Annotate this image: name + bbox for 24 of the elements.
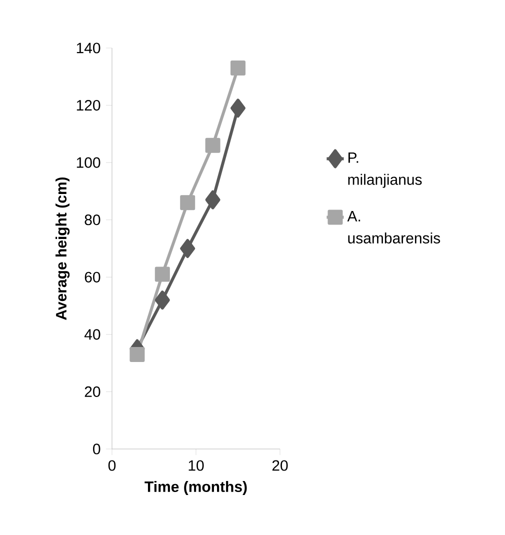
y-tick-label: 20	[84, 386, 100, 398]
y-tick-label: 60	[84, 272, 100, 282]
legend-label: P. milanjianus	[348, 152, 422, 188]
point	[205, 190, 220, 210]
point	[154, 266, 170, 282]
y-tick-label: 0	[93, 444, 100, 454]
x-tick-label: 10	[188, 460, 204, 471]
y-tick-label: 40	[84, 329, 100, 340]
point	[154, 290, 170, 310]
x-tick-label: 20	[272, 460, 288, 471]
y-tick-label: 100	[76, 157, 100, 168]
point	[180, 238, 196, 258]
point	[180, 195, 196, 210]
x-axis-title: Time (months)	[144, 481, 247, 495]
x-tick-label: 0	[108, 460, 116, 471]
point	[230, 98, 246, 118]
y-axis-title: Average height (cm)	[56, 177, 70, 320]
y-tick-label: 140	[76, 42, 100, 54]
point	[130, 346, 145, 362]
legend-label: A. usambarensis	[347, 211, 440, 244]
y-tick-label: 80	[84, 214, 100, 226]
point	[230, 60, 246, 76]
y-tick-label: 120	[76, 100, 100, 111]
point	[205, 138, 220, 153]
